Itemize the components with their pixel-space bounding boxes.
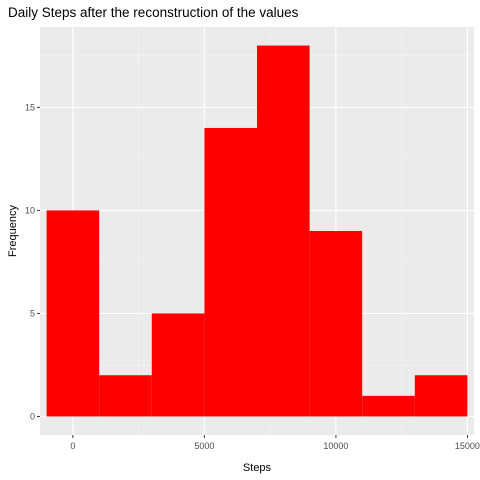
x-tick-label: 0 (70, 441, 75, 451)
y-tick-label: 10 (25, 205, 35, 215)
y-axis-title: Frequency (7, 205, 19, 257)
histogram-bar-2 (99, 375, 152, 417)
y-axis-ticks: 0 5 10 15 (25, 102, 40, 421)
chart-title: Daily Steps after the reconstruction of … (8, 5, 299, 20)
y-tick-label: 5 (30, 308, 35, 318)
histogram-bars (46, 45, 468, 417)
histogram-bar-4 (204, 127, 257, 417)
histogram-bar-5 (257, 45, 310, 417)
histogram-bar-8 (414, 375, 468, 417)
x-tick-label: 15000 (455, 441, 480, 451)
x-axis-ticks: 0 5000 10000 15000 (70, 435, 480, 451)
x-tick-label: 5000 (194, 441, 214, 451)
x-tick-label: 10000 (323, 441, 348, 451)
y-tick-label: 15 (25, 102, 35, 112)
x-axis-title: Steps (243, 462, 272, 474)
histogram-bar-1 (46, 210, 100, 417)
histogram-bar-6 (309, 231, 363, 417)
histogram-bar-3 (151, 313, 205, 417)
histogram-bar-7 (362, 395, 415, 417)
y-tick-label: 0 (30, 411, 35, 421)
